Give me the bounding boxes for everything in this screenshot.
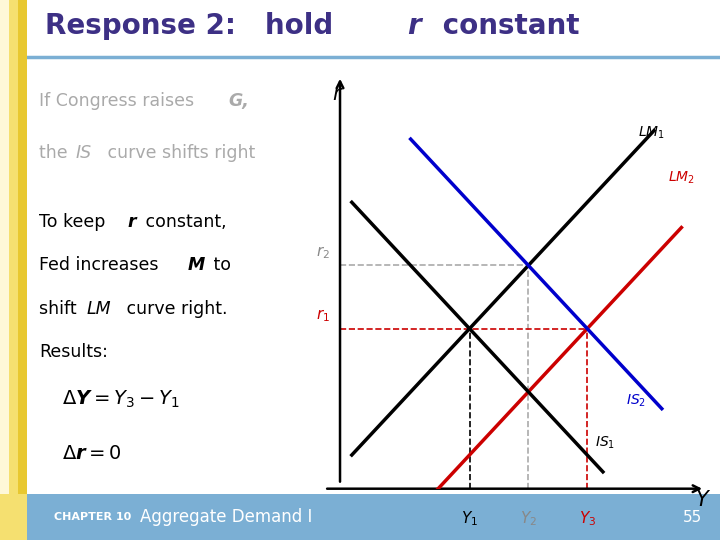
Text: G,: G,	[228, 92, 249, 110]
Text: $LM_2$: $LM_2$	[667, 169, 695, 186]
Text: r: r	[407, 12, 420, 40]
Text: Fed increases: Fed increases	[39, 256, 164, 274]
Bar	[0, 0, 9, 540]
Text: curve shifts right: curve shifts right	[102, 144, 256, 162]
Text: the: the	[39, 144, 73, 162]
Text: $Y_1$: $Y_1$	[461, 510, 478, 529]
Bar	[9, 0, 18, 540]
Text: constant: constant	[433, 12, 579, 40]
Text: $Y_2$: $Y_2$	[520, 510, 537, 529]
Text: r: r	[127, 213, 136, 231]
Text: LM: LM	[86, 300, 112, 318]
Text: $Y_3$: $Y_3$	[579, 510, 596, 529]
Text: to: to	[208, 256, 231, 274]
Text: $r_2$: $r_2$	[316, 245, 330, 261]
Text: CHAPTER 10: CHAPTER 10	[54, 512, 131, 522]
Text: $Y$: $Y$	[695, 490, 711, 510]
Bar	[18, 0, 27, 540]
Text: If Congress raises: If Congress raises	[39, 92, 199, 110]
Bar	[0, 494, 27, 540]
Text: $r_1$: $r_1$	[316, 308, 330, 325]
Text: $IS_2$: $IS_2$	[626, 393, 647, 409]
Text: $r$: $r$	[332, 84, 344, 104]
Text: Response 2:   hold: Response 2: hold	[45, 12, 343, 40]
Text: $LM_1$: $LM_1$	[638, 125, 665, 141]
Text: Results:: Results:	[39, 343, 108, 361]
Text: M: M	[188, 256, 205, 274]
Text: To keep: To keep	[39, 213, 111, 231]
Text: curve right.: curve right.	[122, 300, 228, 318]
Text: constant,: constant,	[140, 213, 227, 231]
Text: $\Delta \boldsymbol{Y} = \boldsymbol{Y_3} - \boldsymbol{Y_1}$: $\Delta \boldsymbol{Y} = \boldsymbol{Y_3…	[62, 388, 180, 409]
Text: Aggregate Demand I: Aggregate Demand I	[140, 508, 312, 526]
Text: shift: shift	[39, 300, 82, 318]
Text: IS: IS	[76, 144, 92, 162]
Text: $IS_1$: $IS_1$	[595, 435, 615, 451]
Text: $\Delta \boldsymbol{r} = 0$: $\Delta \boldsymbol{r} = 0$	[62, 444, 122, 463]
Text: 55: 55	[683, 510, 702, 524]
